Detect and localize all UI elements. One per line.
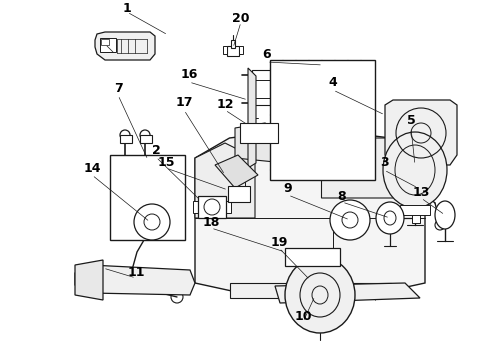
Bar <box>193 201 198 213</box>
Bar <box>226 201 231 213</box>
Polygon shape <box>75 260 103 300</box>
Bar <box>240 123 278 143</box>
Polygon shape <box>195 143 255 218</box>
Bar <box>100 38 116 52</box>
Polygon shape <box>95 32 155 60</box>
Text: 2: 2 <box>151 144 160 157</box>
Ellipse shape <box>383 132 447 208</box>
Bar <box>412 180 424 190</box>
Polygon shape <box>75 265 195 295</box>
Bar <box>252 70 270 105</box>
Text: 5: 5 <box>407 113 416 126</box>
Polygon shape <box>223 46 227 54</box>
Bar <box>228 186 250 202</box>
Text: 4: 4 <box>329 77 338 90</box>
Bar <box>270 60 375 180</box>
Bar <box>227 46 239 56</box>
Text: 18: 18 <box>202 216 220 229</box>
Ellipse shape <box>376 202 404 234</box>
Bar <box>303 250 317 264</box>
Polygon shape <box>385 100 457 165</box>
Text: 20: 20 <box>232 12 250 24</box>
Bar <box>412 213 420 223</box>
Text: 9: 9 <box>284 181 293 194</box>
Polygon shape <box>275 283 420 303</box>
Bar <box>415 160 431 175</box>
Polygon shape <box>195 128 425 298</box>
Polygon shape <box>248 68 256 168</box>
Text: 13: 13 <box>412 185 430 198</box>
Text: 15: 15 <box>157 156 175 168</box>
Polygon shape <box>235 123 285 163</box>
Bar <box>400 205 430 215</box>
Text: 14: 14 <box>83 162 101 175</box>
Bar <box>140 135 152 143</box>
Bar <box>285 248 340 266</box>
Polygon shape <box>306 252 314 262</box>
Text: 11: 11 <box>127 266 145 279</box>
Bar <box>120 135 132 143</box>
Text: 6: 6 <box>263 49 271 62</box>
Ellipse shape <box>435 201 455 229</box>
Text: 7: 7 <box>114 81 122 94</box>
Ellipse shape <box>134 204 170 240</box>
Bar <box>101 39 109 45</box>
Polygon shape <box>239 46 243 54</box>
Text: 16: 16 <box>180 68 197 81</box>
Text: 8: 8 <box>338 189 346 202</box>
Polygon shape <box>229 283 391 298</box>
Text: 10: 10 <box>294 310 312 323</box>
Text: 3: 3 <box>380 157 388 170</box>
Bar <box>315 250 325 258</box>
Text: 1: 1 <box>122 1 131 14</box>
Polygon shape <box>215 155 258 188</box>
Ellipse shape <box>285 257 355 333</box>
Ellipse shape <box>330 200 370 240</box>
Bar <box>198 196 226 218</box>
Bar <box>110 155 185 240</box>
Text: 17: 17 <box>175 96 193 109</box>
Text: 12: 12 <box>216 99 234 112</box>
Text: 19: 19 <box>270 235 288 248</box>
Polygon shape <box>321 138 425 198</box>
Bar <box>231 40 235 48</box>
